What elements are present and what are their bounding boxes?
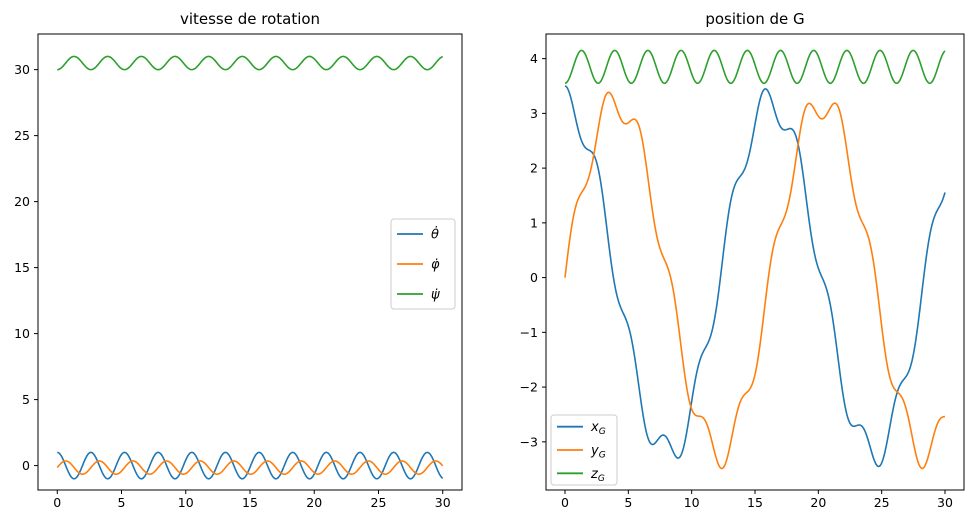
y-ticks: 0 5 10 15 20 25 30 (14, 62, 38, 473)
x-tick-label: 25 (874, 495, 890, 510)
series-line-3 (564, 49, 946, 85)
x-tick-label: 5 (118, 495, 126, 510)
y-tick-label: −1 (520, 325, 538, 340)
y-tick-label: 0 (530, 270, 538, 285)
y-tick-label: −3 (520, 434, 538, 449)
y-tick-label: 2 (530, 161, 538, 176)
axes-vitesse-de-rotation: vitesse de rotation 0 5 10 15 20 25 30 0 5 10 15 2… (14, 10, 463, 510)
y-tick-label: 1 (530, 215, 538, 230)
series-line-1 (57, 451, 444, 480)
y-tick-label: 0 (22, 458, 30, 473)
x-ticks: 0 5 10 15 20 25 30 (561, 490, 953, 510)
x-tick-label: 0 (561, 495, 569, 510)
series-line-3 (57, 55, 444, 71)
y-ticks: −3 −2 −1 0 1 2 3 4 (520, 51, 546, 449)
axes-title: vitesse de rotation (180, 10, 320, 28)
x-tick-label: 15 (747, 495, 763, 510)
x-tick-label: 5 (624, 495, 632, 510)
legend-label-subscript: G (599, 427, 606, 437)
y-tick-label: 10 (14, 326, 30, 341)
legend-label-subscript: G (599, 451, 606, 461)
legend-label-subscript: G (598, 474, 605, 484)
axes-title: position de G (705, 10, 804, 28)
legend-label: φ̇ (431, 258, 440, 273)
x-tick-label: 10 (684, 495, 700, 510)
y-tick-label: 3 (530, 106, 538, 121)
series-line-2 (564, 91, 946, 470)
series-line-1 (564, 85, 946, 468)
x-tick-label: 20 (306, 495, 322, 510)
x-tick-label: 20 (810, 495, 826, 510)
legend: θ̇ φ̇ ψ̇ (390, 218, 456, 310)
x-ticks: 0 5 10 15 20 25 30 (53, 490, 451, 510)
y-tick-label: 15 (14, 260, 30, 275)
axes-position-de-g: position de G 0 5 10 15 20 25 30 −3 −2 −1 0 1 2 3 4 x… (520, 10, 965, 510)
legend-label: θ̇ (431, 226, 439, 242)
x-tick-label: 0 (53, 495, 61, 510)
series-lines (56, 55, 444, 480)
x-tick-label: 10 (178, 495, 194, 510)
series-lines (564, 49, 946, 470)
legend-label: ψ̇ (431, 288, 440, 303)
x-tick-label: 30 (937, 495, 953, 510)
y-tick-label: 4 (530, 51, 538, 66)
y-tick-label: 30 (14, 62, 30, 77)
y-tick-label: 5 (22, 392, 30, 407)
y-tick-label: 20 (14, 194, 30, 209)
y-tick-label: 25 (14, 128, 30, 143)
series-line-2 (56, 460, 444, 475)
x-tick-label: 30 (435, 495, 451, 510)
legend-box (550, 414, 618, 486)
x-tick-label: 25 (371, 495, 387, 510)
y-tick-label: −2 (520, 380, 538, 395)
x-tick-label: 15 (242, 495, 258, 510)
